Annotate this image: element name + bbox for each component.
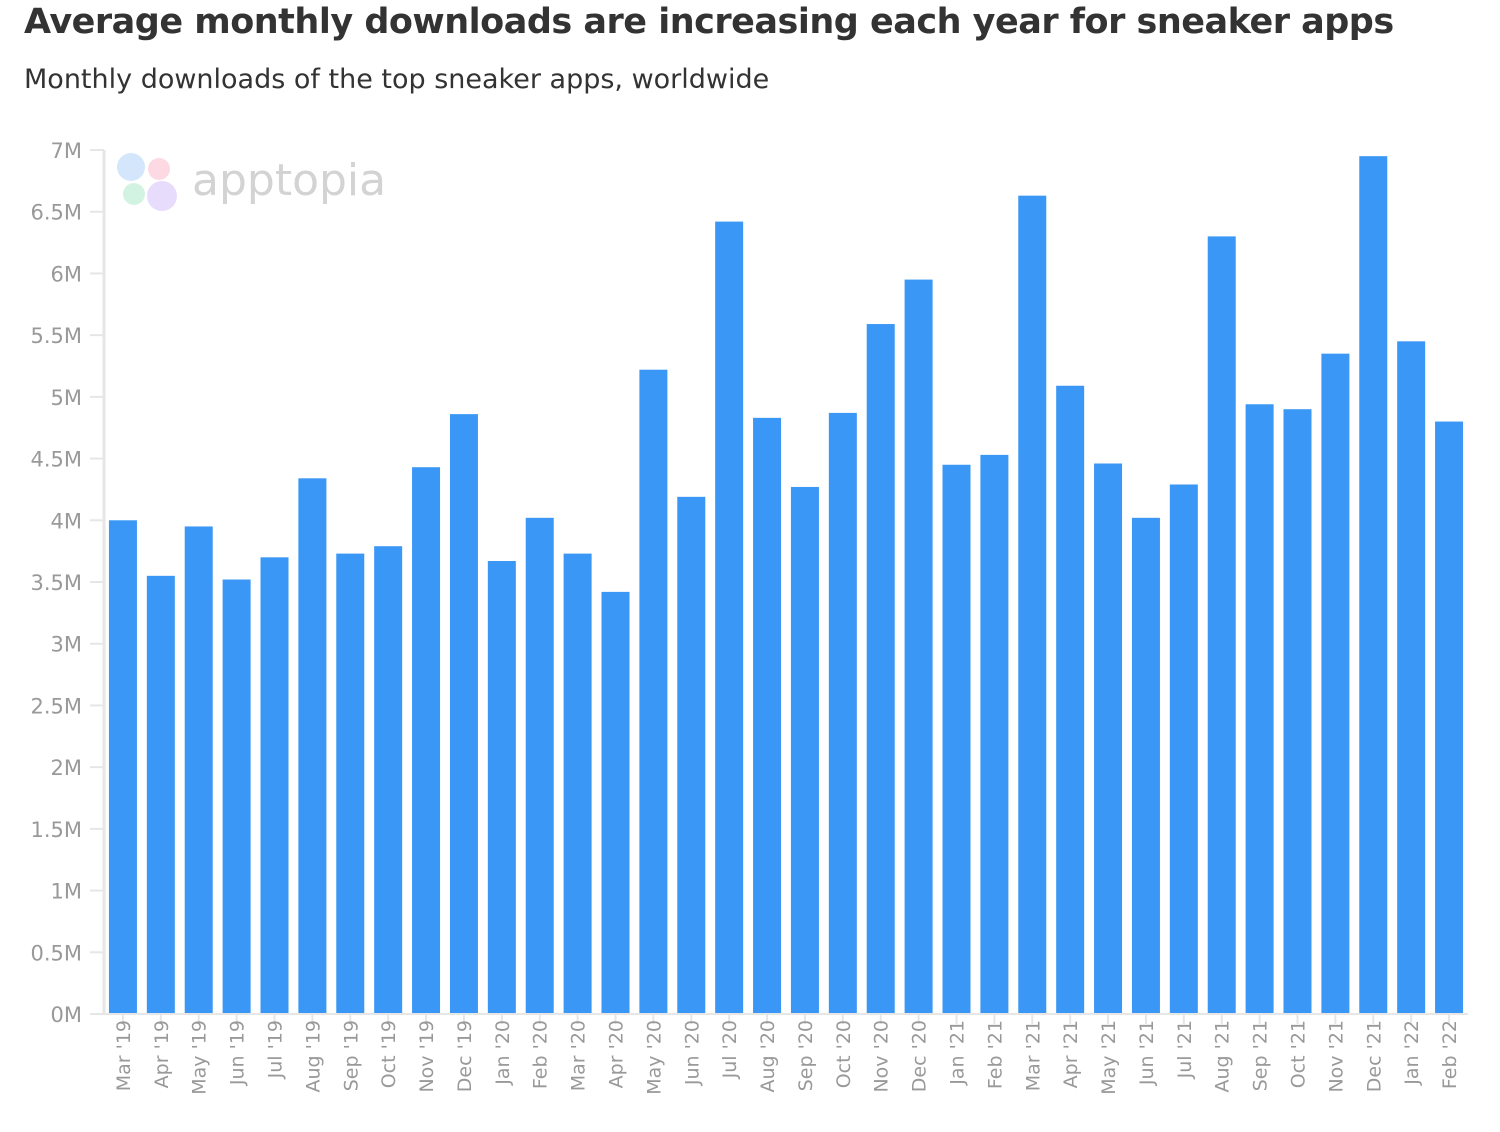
- bar: [1207, 236, 1236, 1014]
- y-tick-label: 3.5M: [30, 571, 82, 595]
- bar: [942, 464, 971, 1014]
- bar: [336, 553, 365, 1014]
- x-tick-label: Dec '20: [909, 1020, 931, 1092]
- bar: [374, 546, 403, 1014]
- y-tick-label: 2M: [51, 756, 82, 780]
- bar: [753, 417, 782, 1015]
- bar: [108, 520, 137, 1014]
- bar: [1018, 195, 1047, 1014]
- bar: [184, 526, 213, 1014]
- x-tick-label: Nov '19: [416, 1020, 438, 1093]
- x-tick-label: Sep '21: [1250, 1020, 1272, 1091]
- y-tick-label: 4.5M: [30, 448, 82, 472]
- x-tick-label: Feb '22: [1439, 1020, 1461, 1089]
- x-tick-label: Mar '20: [568, 1020, 590, 1091]
- x-tick-label: Mar '19: [113, 1020, 135, 1091]
- bar: [677, 496, 706, 1014]
- bar: [260, 557, 289, 1014]
- y-tick-label: 7M: [51, 139, 82, 163]
- bar: [1245, 404, 1274, 1015]
- bar: [525, 517, 554, 1014]
- x-tick-label: Dec '21: [1363, 1020, 1385, 1092]
- bar: [1056, 385, 1085, 1015]
- x-tick-label: May '20: [643, 1020, 665, 1095]
- bar: [1131, 517, 1160, 1014]
- x-tick-label: Oct '20: [833, 1020, 855, 1088]
- bar: [1094, 463, 1123, 1015]
- apptopia-logo: apptopia: [117, 153, 386, 211]
- svg-text:apptopia: apptopia: [192, 155, 386, 206]
- x-tick-label: Jul '20: [719, 1020, 741, 1079]
- x-tick-label: Jun '20: [681, 1020, 703, 1086]
- x-tick-label: Nov '20: [871, 1020, 893, 1093]
- x-tick-label: Aug '20: [757, 1020, 779, 1093]
- y-tick-label: 6M: [51, 262, 82, 286]
- x-tick-label: Sep '20: [795, 1020, 817, 1091]
- y-tick-label: 1.5M: [30, 818, 82, 842]
- bar: [412, 467, 441, 1014]
- bar: [639, 369, 668, 1014]
- bar: [487, 561, 516, 1014]
- bar: [790, 486, 819, 1015]
- bar: [298, 478, 327, 1014]
- x-tick-label: Apr '21: [1060, 1020, 1082, 1088]
- x-axis: Mar '19 Apr '19 May '19 Jun '19 Jul '19 Aug '…: [104, 1013, 1468, 1095]
- y-tick-label: 5.5M: [30, 324, 82, 348]
- x-tick-label: Jan '20: [492, 1020, 514, 1086]
- x-tick-label: Jun '21: [1136, 1020, 1158, 1086]
- bar: [449, 414, 478, 1014]
- bar: [904, 279, 933, 1015]
- bar: [601, 591, 630, 1014]
- bar: [563, 553, 592, 1014]
- x-tick-label: Feb '21: [984, 1020, 1006, 1089]
- x-tick-label: Jan '22: [1401, 1020, 1423, 1086]
- x-tick-label: Jul '19: [265, 1020, 287, 1079]
- bar: [1169, 484, 1198, 1014]
- chart-title: Average monthly downloads are increasing…: [24, 2, 1394, 42]
- x-tick-label: Dec '19: [454, 1020, 476, 1092]
- bar: [980, 454, 1009, 1015]
- x-tick-label: Aug '21: [1212, 1020, 1234, 1093]
- y-tick-label: 2.5M: [30, 694, 82, 718]
- x-tick-label: Oct '19: [378, 1020, 400, 1088]
- bar: [146, 575, 175, 1014]
- x-tick-label: Jul '21: [1174, 1020, 1196, 1079]
- x-tick-label: Feb '20: [530, 1020, 552, 1089]
- x-tick-label: Jan '21: [947, 1020, 969, 1086]
- x-tick-label: Sep '19: [340, 1020, 362, 1091]
- y-tick-label: 0.5M: [30, 941, 82, 965]
- y-tick-label: 5M: [51, 386, 82, 410]
- x-tick-label: Nov '21: [1325, 1020, 1347, 1093]
- y-tick-label: 4M: [51, 509, 82, 533]
- y-tick-label: 6.5M: [30, 201, 82, 225]
- bar: [866, 324, 895, 1014]
- bar: [1397, 341, 1426, 1014]
- chart-subtitle: Monthly downloads of the top sneaker app…: [24, 64, 770, 95]
- x-tick-label: Apr '19: [151, 1020, 173, 1088]
- x-tick-label: Aug '19: [302, 1020, 324, 1093]
- bar: [715, 221, 744, 1015]
- bar: [1283, 409, 1312, 1014]
- x-tick-label: May '21: [1098, 1020, 1120, 1095]
- x-tick-label: Mar '21: [1022, 1020, 1044, 1091]
- x-tick-label: Oct '21: [1288, 1020, 1310, 1088]
- y-tick-label: 3M: [51, 633, 82, 657]
- bar: [222, 579, 251, 1014]
- x-tick-label: May '19: [189, 1020, 211, 1095]
- x-tick-label: Jun '19: [227, 1020, 249, 1086]
- y-axis: 0M 0.5M 1M 1.5M 2M 2.5M 3M 3.5M 4M 4.5M 5M 5.5M 6M 6.…: [30, 139, 106, 1027]
- bar: [1321, 353, 1350, 1015]
- y-tick-label: 0M: [51, 1003, 82, 1027]
- y-tick-label: 1M: [51, 880, 82, 904]
- bar: [1359, 156, 1388, 1014]
- x-tick-label: Apr '20: [606, 1020, 628, 1088]
- bar: [1435, 421, 1464, 1014]
- bar: [828, 412, 857, 1015]
- bars: [108, 156, 1464, 1015]
